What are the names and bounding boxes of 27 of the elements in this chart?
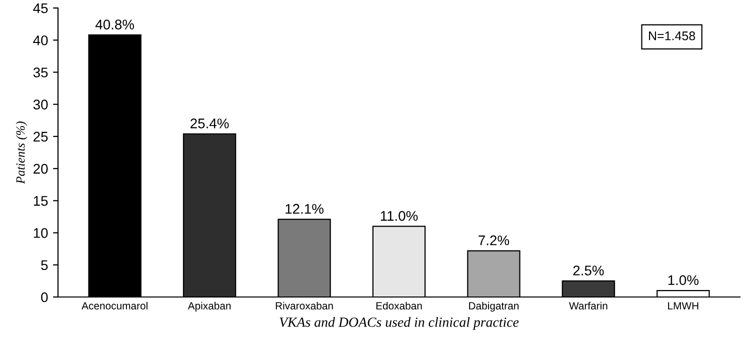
x-tick-label: Warfarin <box>569 302 608 310</box>
data-label: 1.0% <box>668 275 698 286</box>
y-tick-label: 20 <box>34 164 48 174</box>
data-label: 2.5% <box>573 266 604 276</box>
y-tick-label: 40 <box>33 35 48 46</box>
x-tick-label: LMWH <box>668 302 698 310</box>
y-tick-label: 45 <box>33 3 48 14</box>
data-label: 7.2% <box>478 235 510 246</box>
x-tick-label: Dabigatran <box>469 302 519 312</box>
x-tick-label: Acenocumarol <box>82 302 148 310</box>
y-tick-label: 0 <box>41 292 48 302</box>
y-tick-label: 25 <box>34 132 48 142</box>
annotation: N=1.458 <box>649 31 696 40</box>
x-axis-title: VKAs and DOACs used in clinical practice <box>280 317 519 330</box>
data-label: 25.4% <box>190 118 229 128</box>
x-tick-label: Apixaban <box>188 302 231 312</box>
y-tick-label: 10 <box>34 228 48 238</box>
data-label: 11.0% <box>380 210 418 221</box>
y-tick-label: 35 <box>33 68 48 78</box>
data-label: 12.1% <box>286 204 324 214</box>
x-tick-label: Edoxaban <box>376 302 422 310</box>
data-label: 40.8% <box>95 20 134 30</box>
y-tick-label: 5 <box>41 260 48 270</box>
y-tick-label: 15 <box>34 196 48 206</box>
x-tick-label: Rivaroxaban <box>276 302 333 310</box>
y-axis-title: Patients (%) <box>16 121 28 184</box>
y-tick-label: 30 <box>33 100 48 110</box>
